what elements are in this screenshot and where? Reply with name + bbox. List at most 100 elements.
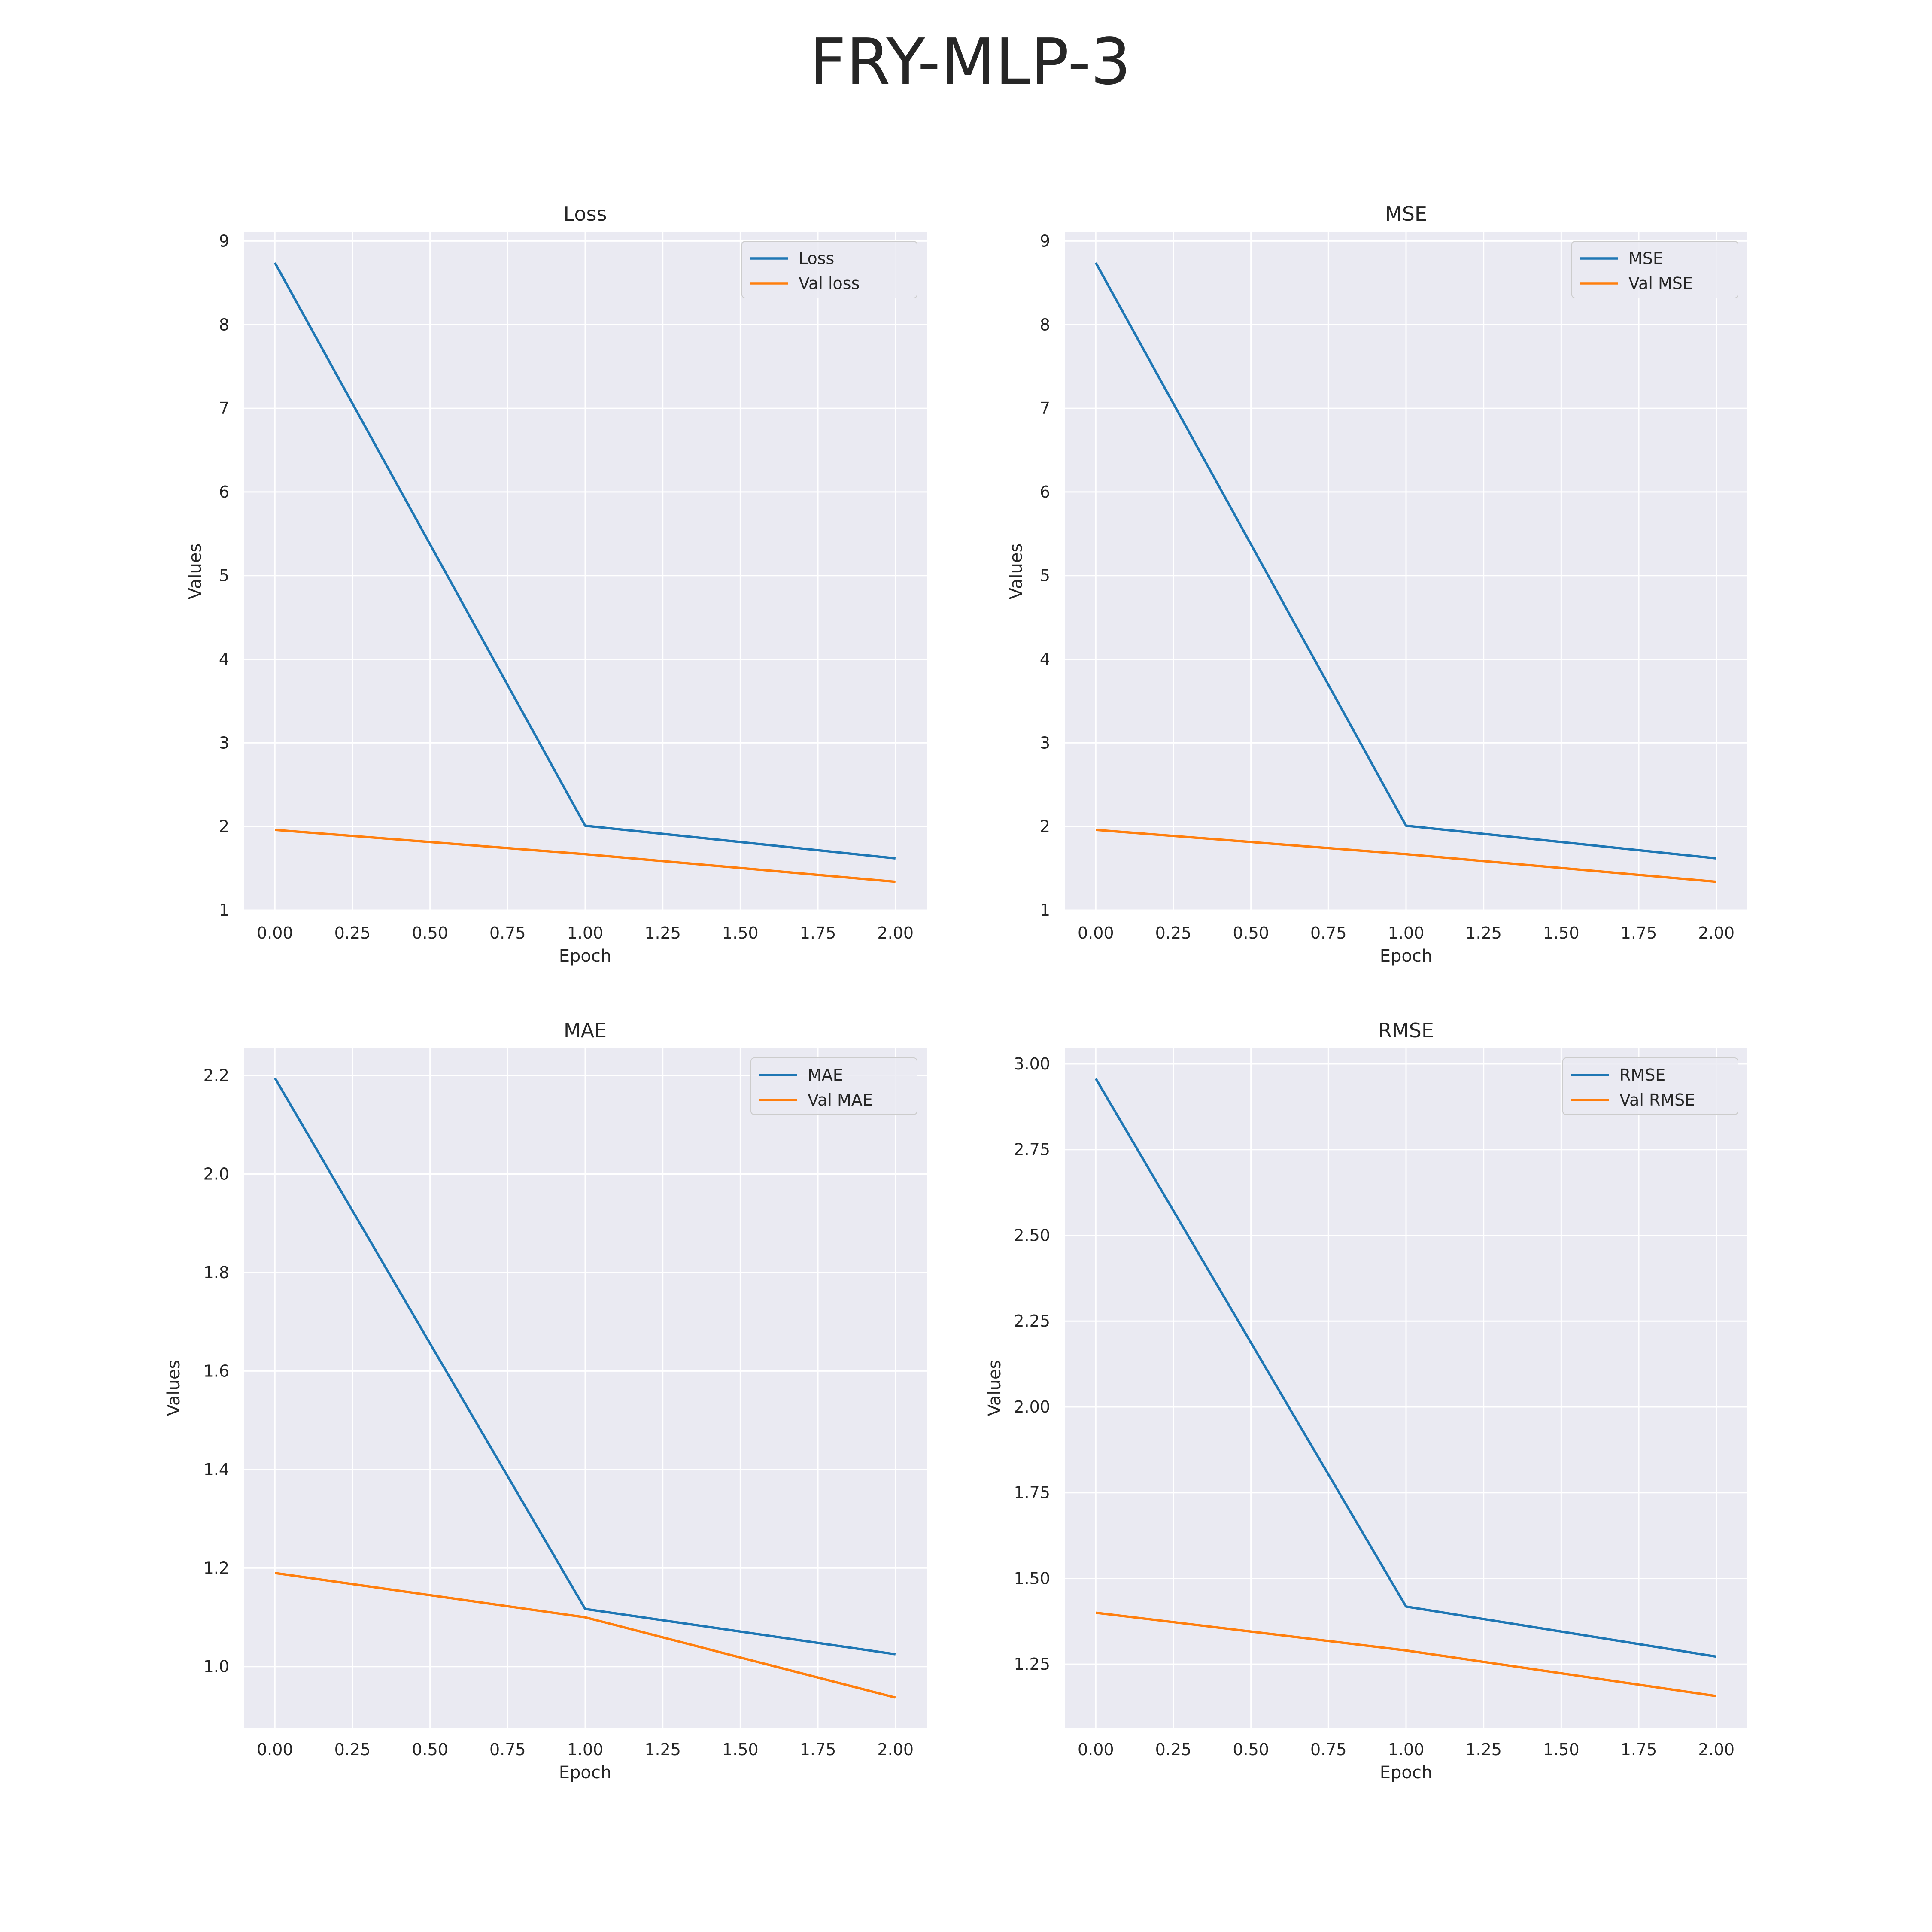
y-tick-label: 4 (1040, 650, 1050, 669)
y-tick-label: 1.2 (204, 1558, 229, 1577)
y-tick-label: 7 (1040, 399, 1050, 418)
x-tick-label: 1.75 (1621, 923, 1657, 942)
x-tick-label: 0.50 (412, 923, 448, 942)
y-tick-label: 9 (219, 231, 229, 250)
subplot-rmse: 0.00 0.25 0.50 0.75 1.00 1.25 1.50 1.75 2.00 1.25… (985, 1019, 1747, 1783)
y-tick-label: 8 (219, 315, 229, 334)
x-tick-label: 0.50 (412, 1740, 448, 1759)
legend: MSE Val MSE (1571, 241, 1738, 298)
x-tick-label: 0.75 (1310, 1740, 1347, 1759)
y-tick-label: 2.25 (1014, 1312, 1050, 1331)
grid (1065, 232, 1747, 911)
x-tick-label: 2.00 (877, 1740, 914, 1759)
x-tick-label: 0.50 (1233, 923, 1269, 942)
y-tick-label: 1.8 (204, 1263, 229, 1282)
y-tick-label: 2 (219, 817, 229, 836)
y-tick-label: 1.75 (1014, 1483, 1050, 1502)
legend-label: RMSE (1619, 1066, 1665, 1084)
legend: RMSE Val RMSE (1562, 1057, 1738, 1115)
legend-label: Val RMSE (1619, 1091, 1695, 1109)
grid (244, 1048, 927, 1728)
series-line-val-rmse (1095, 1611, 1717, 1698)
y-tick-label: 2.2 (204, 1066, 229, 1085)
x-tick-label: 0.75 (489, 1740, 526, 1759)
x-tick-label: 1.00 (567, 923, 604, 942)
subplot-mse: 0.00 0.25 0.50 0.75 1.00 1.25 1.50 1.75 2.00 1 2 3 4… (1006, 202, 1747, 966)
subplot-title: MAE (564, 1019, 607, 1042)
x-tick-label: 1.25 (644, 923, 681, 942)
x-tick-label: 0.00 (1078, 923, 1114, 942)
y-tick-label: 3 (219, 733, 229, 752)
x-tick-label: 1.50 (722, 1740, 759, 1759)
legend-label: MAE (808, 1066, 843, 1084)
series-line-loss (273, 262, 896, 860)
series-line-rmse (1094, 1078, 1717, 1658)
x-tick-label: 1.50 (722, 923, 759, 942)
y-tick-label: 1.50 (1014, 1569, 1050, 1588)
x-tick-label: 0.00 (1078, 1740, 1114, 1759)
legend: MAE Val MAE (750, 1057, 917, 1115)
y-tick-label: 2.50 (1014, 1226, 1050, 1245)
x-tick-label: 0.00 (257, 1740, 293, 1759)
legend-label: Val MSE (1628, 274, 1693, 293)
subplot-title: Loss (564, 202, 607, 225)
y-tick-label: 2.0 (204, 1165, 229, 1184)
x-tick-label: 1.00 (1388, 1740, 1425, 1759)
x-tick-label: 0.25 (1155, 923, 1192, 942)
x-tick-label: 1.25 (1465, 1740, 1502, 1759)
y-tick-label: 4 (219, 650, 229, 669)
y-axis-label: Values (164, 1360, 184, 1416)
y-tick-label: 3.00 (1014, 1054, 1050, 1073)
y-axis-label: Values (985, 1360, 1005, 1416)
y-tick-label: 7 (219, 399, 229, 418)
y-tick-label: 1 (219, 901, 229, 920)
x-axis-label: Epoch (559, 946, 611, 966)
legend-label: MSE (1628, 249, 1663, 268)
subplots-container: 0.00 0.25 0.50 0.75 1.00 1.25 1.50 1.75 2.001234… (164, 202, 1747, 1783)
y-axis-label: Values (185, 544, 205, 600)
y-tick-label: 2.00 (1014, 1397, 1050, 1416)
x-tick-label: 1.50 (1543, 1740, 1580, 1759)
y-tick-label: 1.6 (204, 1361, 229, 1380)
y-tick-label: 6 (1040, 483, 1050, 501)
subplot-title: RMSE (1378, 1019, 1434, 1042)
x-tick-label: 1.75 (1621, 1740, 1657, 1759)
x-tick-label: 2.00 (1698, 923, 1735, 942)
grid (244, 232, 927, 911)
x-tick-label: 1.25 (1465, 923, 1502, 942)
y-axis-label: Values (1006, 544, 1026, 600)
x-tick-label: 0.75 (489, 923, 526, 942)
y-tick-label: 1.4 (204, 1460, 229, 1479)
series-line-val-mse (1096, 829, 1716, 883)
x-axis-label: Epoch (1380, 946, 1432, 966)
y-tick-label: 5 (1040, 566, 1050, 585)
y-tick-label: 1.25 (1014, 1655, 1050, 1674)
x-tick-label: 0.00 (257, 923, 293, 942)
legend-label: Loss (799, 249, 834, 268)
x-axis-label: Epoch (559, 1763, 611, 1783)
series-line-val-mae (274, 1572, 896, 1699)
y-tick-label: 8 (1040, 315, 1050, 334)
x-tick-label: 0.25 (334, 1740, 371, 1759)
legend-label: Val loss (799, 274, 860, 293)
legend-label: Val MAE (808, 1091, 873, 1109)
y-tick-label: 3 (1040, 733, 1050, 752)
subplot-loss: 0.00 0.25 0.50 0.75 1.00 1.25 1.50 1.75 2.00 1 2 3 4… (185, 202, 927, 966)
series-line-mse (1094, 262, 1717, 860)
x-axis-label: Epoch (1380, 1763, 1432, 1783)
x-tick-label: 1.25 (644, 1740, 681, 1759)
legend: Loss Val loss (741, 241, 917, 298)
series-line-mae (273, 1077, 896, 1656)
x-tick-label: 2.00 (877, 923, 914, 942)
x-tick-label: 0.75 (1310, 923, 1347, 942)
x-tick-label: 1.75 (800, 923, 836, 942)
subplot-mae: 0.00 0.25 0.50 0.75 1.00 1.25 1.50 1.75 2.00 1.0 1… (164, 1019, 927, 1783)
figure-title: FRY-MLP-3 (810, 25, 1131, 99)
x-tick-label: 1.75 (800, 1740, 836, 1759)
x-tick-label: 1.00 (1388, 923, 1425, 942)
x-tick-label: 0.25 (334, 923, 371, 942)
x-tick-label: 1.50 (1543, 923, 1580, 942)
series-line-val-loss (275, 829, 896, 883)
y-tick-label: 2 (1040, 817, 1050, 836)
